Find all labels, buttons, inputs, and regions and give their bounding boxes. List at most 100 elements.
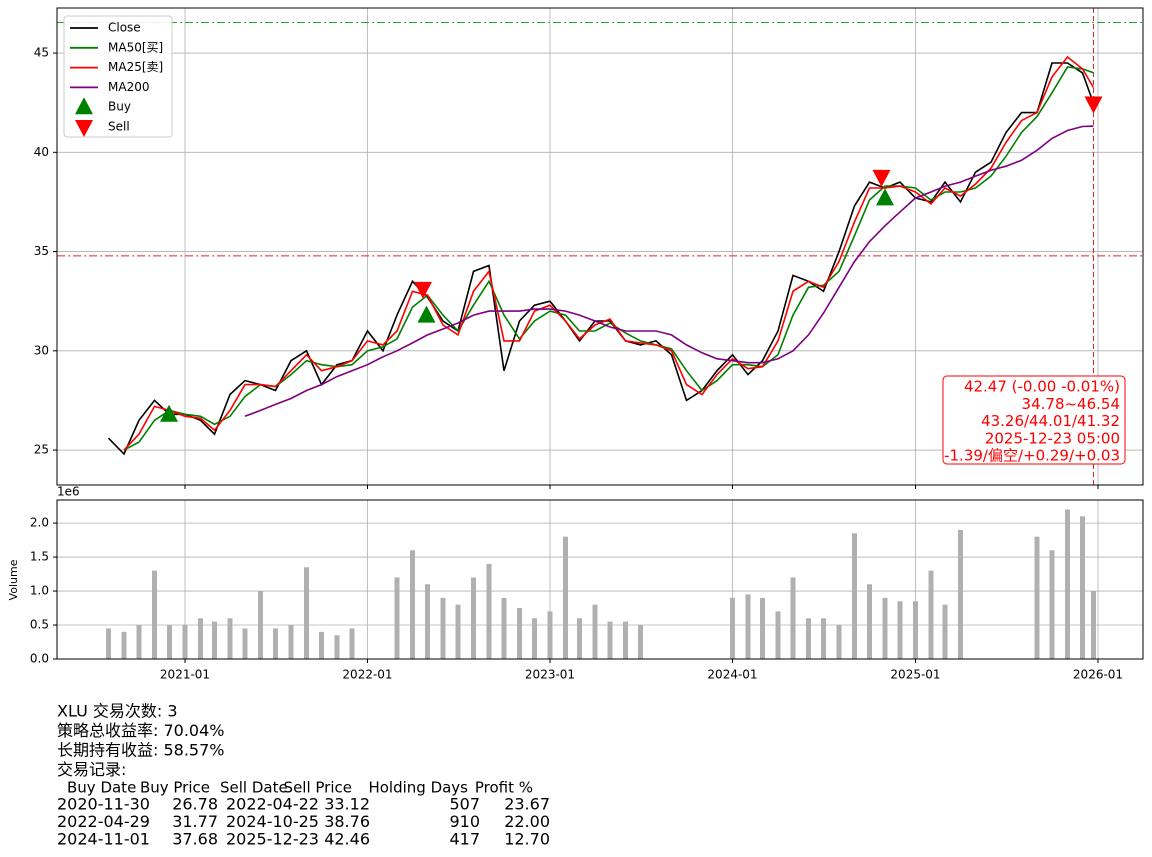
table-cell: 23.67 — [504, 795, 550, 814]
table-cell: 910 — [449, 812, 480, 831]
volume-bar — [227, 618, 233, 659]
x-tick-label: 2026-01 — [1073, 668, 1123, 682]
table-cell: 2025-12-23 — [226, 830, 319, 849]
volume-bar — [745, 594, 751, 659]
trade-marker — [414, 281, 432, 299]
table-cell: 12.70 — [504, 830, 550, 849]
y-tick-label: 30 — [34, 343, 49, 357]
volume-bar — [1091, 591, 1096, 659]
volume-bar — [394, 577, 400, 659]
summary-line: 长期持有收益: 58.57% — [57, 741, 225, 760]
legend-swatch — [75, 97, 93, 115]
volume-bar — [273, 628, 278, 659]
volume-bar — [867, 584, 872, 659]
y-tick-label: 0.5 — [30, 618, 49, 632]
legend-label: MA50[买] — [108, 40, 163, 54]
y-tick-label: 2.0 — [30, 516, 49, 530]
y-tick-label: 0.0 — [30, 652, 49, 666]
volume-bar — [958, 529, 963, 659]
volume-bar — [897, 601, 903, 659]
volume-bar — [152, 570, 157, 659]
volume-bar — [730, 597, 735, 659]
table-cell: 38.76 — [324, 812, 370, 831]
trade-marker — [160, 404, 178, 422]
y-tick-label: 1.0 — [30, 584, 49, 598]
volume-bar — [517, 608, 522, 659]
volume-bar — [501, 597, 507, 659]
volume-bar — [638, 625, 643, 659]
annotation-text: 34.78~46.54 — [1022, 395, 1120, 413]
volume-bar — [806, 618, 811, 659]
volume-bar — [942, 604, 948, 659]
volume-bar — [928, 570, 934, 659]
volume-bar — [319, 631, 324, 659]
table-cell: 42.46 — [324, 830, 370, 849]
y-tick-label: 40 — [34, 145, 49, 159]
table-cell: 2024-10-25 — [226, 812, 319, 831]
volume-bar — [563, 536, 568, 659]
annotation-text: 42.47 (-0.00 -0.01%) — [964, 378, 1120, 396]
volume-bar — [592, 604, 598, 659]
volume-bar — [471, 577, 476, 659]
legend-label: MA25[卖] — [108, 60, 163, 74]
legend-swatch — [75, 120, 93, 137]
volume-bar — [1080, 516, 1085, 659]
legend-label: Close — [108, 21, 141, 35]
table-header: Buy Price — [140, 779, 210, 797]
volume-bar — [258, 591, 263, 659]
table-cell: 37.68 — [172, 830, 218, 849]
trade-marker — [876, 188, 894, 206]
volume-bar — [775, 611, 781, 659]
volume-bar — [547, 611, 553, 659]
legend: Close MA50[买] MA25[卖] MA200 Buy Sell — [63, 15, 173, 138]
series-line — [123, 66, 1094, 451]
volume-bar — [198, 618, 203, 659]
table-cell: 33.12 — [324, 795, 370, 814]
volume-bar — [1065, 509, 1070, 659]
volume-bar — [288, 625, 294, 659]
table-cell: 2022-04-22 — [226, 795, 319, 814]
y-tick-label: 1.5 — [30, 550, 49, 564]
series-line — [123, 55, 1095, 451]
volume-bar — [1049, 550, 1055, 659]
annotation-text: 43.26/44.01/41.32 — [981, 412, 1120, 430]
volume-bar — [577, 618, 582, 659]
x-tick-label: 2022-01 — [342, 668, 392, 682]
volume-bar — [852, 533, 857, 659]
volume-bar — [623, 621, 628, 659]
table-cell: 2020-11-30 — [57, 795, 150, 814]
table-header: Buy Date — [67, 779, 136, 797]
volume-bar — [106, 628, 111, 659]
volume-bar — [136, 625, 142, 659]
x-tick-label: 2024-01 — [707, 668, 757, 682]
volume-bar — [349, 628, 355, 659]
y-axis-label: Volume — [7, 559, 20, 600]
volume-bar — [167, 625, 172, 659]
volume-bar — [760, 597, 765, 659]
volume-bar — [425, 584, 430, 659]
volume-bar — [212, 621, 217, 659]
volume-bar — [121, 631, 127, 659]
y-tick-label: 45 — [34, 46, 49, 60]
x-tick-label: 2025-01 — [890, 668, 940, 682]
table-header: Profit % — [475, 779, 533, 797]
annotation-text: -1.39/偏空/+0.29/+0.03 — [944, 447, 1120, 465]
table-cell: 507 — [449, 795, 480, 814]
annotation-box — [942, 375, 1126, 465]
table-cell: 26.78 — [172, 795, 218, 814]
axes-frame — [56, 499, 1144, 660]
axes-frame — [56, 7, 1144, 486]
volume-bar — [242, 628, 248, 659]
trade-marker — [417, 305, 436, 323]
y-tick-label: 35 — [34, 244, 49, 258]
volume-bar — [334, 635, 340, 659]
summary-line: XLU 交易次数: 3 — [57, 702, 178, 721]
volume-bar — [882, 597, 888, 659]
table-header: Sell Date — [220, 779, 288, 797]
table-cell: 31.77 — [172, 812, 218, 831]
legend-label: Buy — [108, 100, 131, 114]
volume-bar — [821, 618, 826, 659]
annotation: 42.47 (-0.00 -0.01%)34.78~46.5443.26/44.… — [942, 375, 1126, 465]
volume-bar — [532, 618, 537, 659]
